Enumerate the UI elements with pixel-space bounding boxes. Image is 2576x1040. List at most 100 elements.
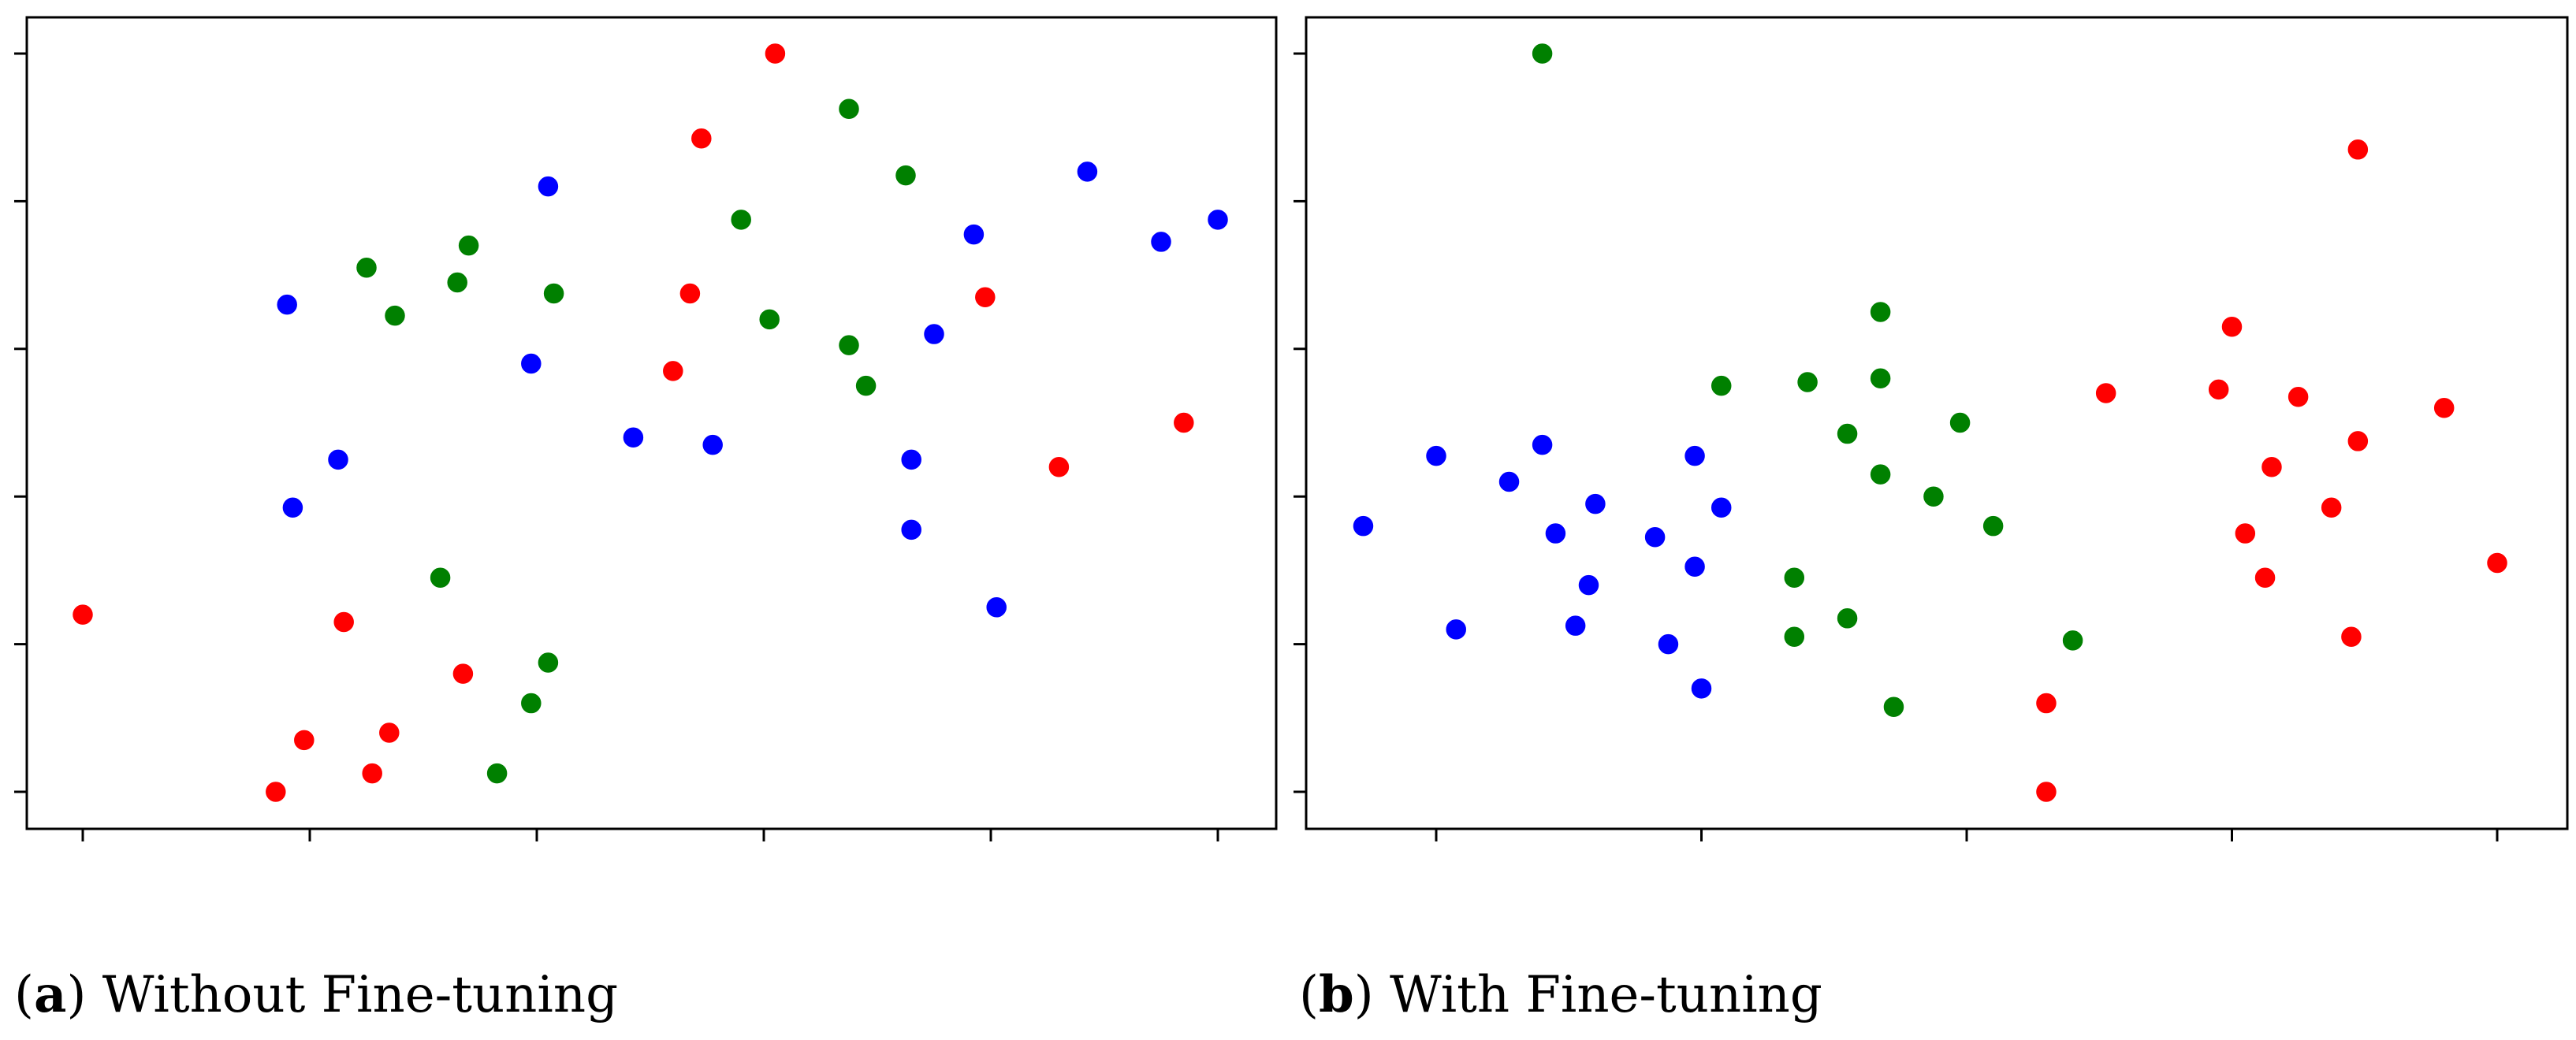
scatter-point-green: [1782, 566, 1807, 590]
scatter-point-green: [1530, 41, 1554, 66]
scatter-point-blue: [899, 448, 924, 472]
scatter-point-green: [1868, 366, 1893, 391]
scatter-point-green: [445, 270, 470, 295]
scatter-point-red: [331, 610, 356, 634]
scatter-point-red: [2094, 381, 2118, 406]
scatter-point-green: [1981, 514, 2005, 538]
scatter-point-blue: [1543, 521, 1568, 546]
scatter-point-red: [2339, 624, 2364, 649]
scatter-point-blue: [1563, 613, 1588, 638]
scatter-point-green: [428, 566, 452, 590]
scatter-point-red: [1047, 455, 1071, 479]
caption-a-letter: a: [34, 965, 66, 1024]
scatter-point-green: [542, 281, 566, 306]
panel-a-without-fine-tuning: (a) Without Fine-tuning: [14, 16, 1278, 1024]
scatter-point-blue: [326, 448, 351, 472]
scatter-point-blue: [1576, 573, 1601, 597]
scatter-point-red: [2346, 429, 2370, 454]
scatter-point-blue: [1443, 617, 1469, 642]
caption-a: (a) Without Fine-tuning: [14, 965, 618, 1024]
scatter-point-red: [2259, 455, 2284, 479]
scatter-point-green: [1782, 624, 1807, 649]
scatter-point-blue: [1205, 207, 1230, 232]
scatter-point-blue: [921, 321, 947, 347]
scatter-point-red: [292, 728, 317, 752]
scatter-point-green: [1795, 370, 1820, 395]
scatter-point-blue: [1530, 433, 1554, 457]
scatter-point-green: [854, 373, 878, 398]
scatter-point-red: [2034, 691, 2059, 715]
scatter-point-red: [661, 358, 686, 384]
scatter-point-green: [836, 332, 862, 358]
scatter-point-blue: [1075, 159, 1100, 184]
scatter-point-blue: [1656, 632, 1681, 656]
scatter-point-green: [1882, 694, 1906, 719]
scatter-point-green: [893, 163, 918, 188]
scatter-point-red: [2206, 377, 2231, 402]
axis-ticks: [14, 52, 1219, 841]
scatter-point-red: [359, 761, 385, 786]
scatter-point-red: [973, 284, 998, 310]
scatter-points: [70, 41, 1230, 804]
scatter-point-blue: [1682, 444, 1707, 468]
scatter-point-red: [2220, 314, 2244, 339]
scatter-point-green: [536, 650, 560, 675]
scatter-point-red: [678, 281, 702, 306]
scatter-point-red: [2485, 551, 2510, 575]
scatter-point-blue: [274, 292, 300, 317]
scatter-point-green: [2060, 628, 2085, 653]
scatter-point-red: [1171, 410, 1197, 435]
scatter-point-green: [354, 255, 379, 280]
scatter-point-red: [451, 661, 475, 686]
plot-frame: [25, 16, 1278, 830]
plot-frame: [1305, 16, 2569, 830]
scatter-point-green: [1921, 484, 1946, 509]
scatter-point-blue: [1424, 444, 1449, 468]
axis-ticks: [1294, 52, 2499, 841]
scatter-point-green: [485, 761, 509, 786]
scatter-point-green: [519, 691, 544, 715]
scatter-point-green: [456, 233, 481, 258]
scatter-point-blue: [536, 174, 560, 199]
scatter-point-green: [1868, 462, 1893, 487]
scatter-point-red: [763, 41, 787, 66]
scatter-point-blue: [962, 222, 986, 247]
scatter-point-red: [2286, 384, 2310, 409]
scatter-point-blue: [1643, 525, 1667, 549]
scatter-point-green: [836, 97, 862, 121]
scatter-point-green: [382, 303, 408, 328]
scatter-points: [1351, 41, 2510, 804]
scatter-point-red: [689, 126, 714, 151]
scatter-point-green: [1868, 299, 1893, 325]
scatter-point-red: [263, 779, 288, 804]
scatter-point-blue: [1689, 676, 1714, 701]
scatter-point-green: [1835, 422, 1859, 446]
scatter-point-blue: [1682, 554, 1707, 579]
scatter-point-blue: [1709, 496, 1733, 520]
scatter-point-blue: [519, 351, 544, 376]
scatter-point-red: [2432, 396, 2456, 421]
scatter-point-blue: [1497, 470, 1521, 494]
caption-b: (b) With Fine-tuning: [1299, 965, 1822, 1024]
caption-b-text: With Fine-tuning: [1374, 966, 1822, 1024]
panel-b-with-fine-tuning: (b) With Fine-tuning: [1294, 16, 2569, 1024]
scatter-point-blue: [899, 518, 924, 542]
scatter-point-blue: [984, 595, 1009, 619]
scatter-point-blue: [1351, 514, 1375, 538]
scatter-point-blue: [1148, 229, 1174, 254]
scatter-point-red: [377, 720, 402, 745]
scatter-point-red: [2319, 496, 2343, 520]
scatter-point-red: [2233, 521, 2258, 546]
scatter-point-blue: [621, 425, 646, 450]
scatter-point-blue: [281, 496, 305, 520]
scatter-point-blue: [1583, 492, 1608, 516]
scatter-point-green: [1709, 373, 1733, 398]
scatter-point-red: [70, 602, 95, 627]
scatter-point-green: [1835, 606, 1859, 631]
scatter-point-green: [1948, 410, 1972, 435]
scatter-point-blue: [700, 433, 725, 457]
scatter-point-green: [728, 207, 754, 232]
scatter-point-red: [2346, 137, 2370, 162]
scatter-point-red: [2034, 779, 2059, 804]
